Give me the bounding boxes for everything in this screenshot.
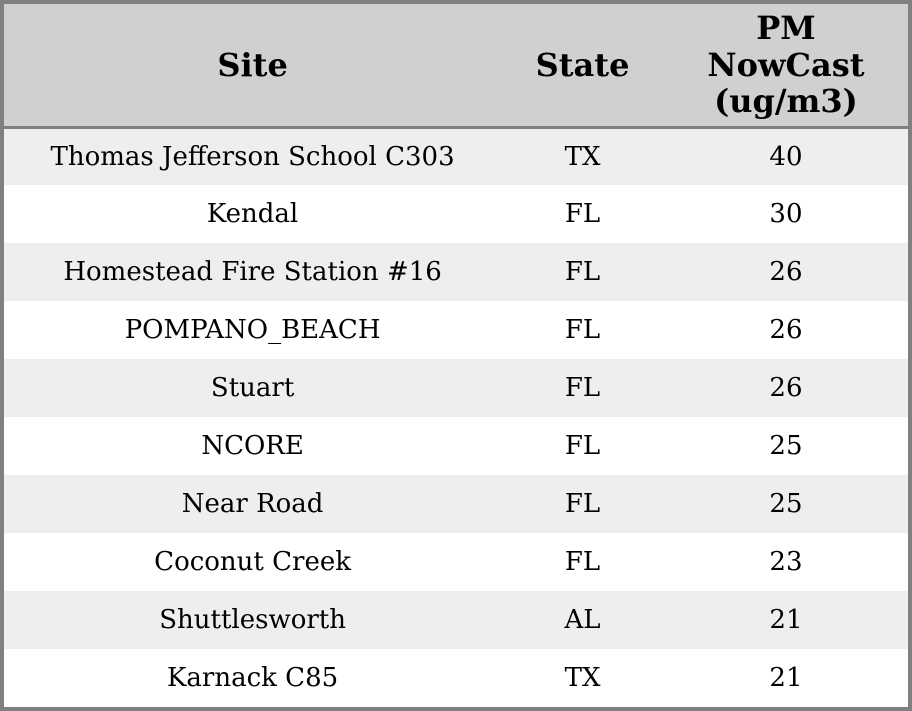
pm-nowcast-cell: 26 xyxy=(769,373,803,404)
pm-nowcast-cell: 30 xyxy=(769,199,803,230)
pm-nowcast-cell: 26 xyxy=(769,257,803,288)
column-header-state-label: State xyxy=(535,45,630,84)
table-row: NCORE FL 25 xyxy=(4,417,908,476)
pm-nowcast-cell: 21 xyxy=(769,604,803,635)
site-cell: Shuttlesworth xyxy=(159,604,346,635)
table-row: Homestead Fire Station #16 FL 26 xyxy=(4,243,908,302)
state-cell: TX xyxy=(564,662,601,693)
state-cell: FL xyxy=(564,315,601,346)
site-cell: Near Road xyxy=(181,489,324,520)
state-cell: FL xyxy=(564,547,601,578)
pm-nowcast-cell: 25 xyxy=(769,489,803,520)
site-cell: Kendal xyxy=(206,199,299,230)
site-cell: Stuart xyxy=(210,373,295,404)
table-row: Thomas Jefferson School C303 TX 40 xyxy=(4,127,908,186)
pm-nowcast-table: Site State PM NowCast (ug/m3) Thomas Jef… xyxy=(4,4,908,707)
pm-nowcast-cell: 25 xyxy=(769,431,803,462)
table-row: Kendal FL 30 xyxy=(4,185,908,244)
state-cell: TX xyxy=(564,142,601,173)
pm-nowcast-cell: 40 xyxy=(769,142,803,173)
header-row: Site State PM NowCast (ug/m3) xyxy=(4,4,908,129)
column-header-site-label: Site xyxy=(217,45,288,84)
site-cell: NCORE xyxy=(201,431,304,462)
table-row: Coconut Creek FL 23 xyxy=(4,533,908,591)
column-header-pm-nowcast-label: PM NowCast (ug/m3) xyxy=(707,8,865,121)
site-cell: POMPANO_BEACH xyxy=(124,315,381,346)
state-cell: FL xyxy=(564,373,601,404)
table-body: Thomas Jefferson School C303 TX 40 Kenda… xyxy=(4,127,908,707)
column-header-site: Site xyxy=(4,4,502,129)
table-header: Site State PM NowCast (ug/m3) xyxy=(4,4,908,129)
table-row: Shuttlesworth AL 21 xyxy=(4,591,908,649)
state-cell: FL xyxy=(564,257,601,288)
state-cell: AL xyxy=(564,604,601,635)
state-cell: FL xyxy=(564,489,601,520)
column-header-pm-nowcast: PM NowCast (ug/m3) xyxy=(663,4,908,129)
state-cell: FL xyxy=(564,431,601,462)
table-row: POMPANO_BEACH FL 26 xyxy=(4,301,908,360)
table-row: Near Road FL 25 xyxy=(4,475,908,534)
pm-nowcast-cell: 21 xyxy=(769,662,803,693)
pm-nowcast-cell: 26 xyxy=(769,315,803,346)
pm-nowcast-cell: 23 xyxy=(769,547,803,578)
site-cell: Coconut Creek xyxy=(154,547,351,578)
site-cell: Thomas Jefferson School C303 xyxy=(50,142,455,173)
state-cell: FL xyxy=(564,199,601,230)
site-cell: Homestead Fire Station #16 xyxy=(63,257,442,288)
table-row: Karnack C85 TX 21 xyxy=(4,648,908,707)
column-header-state: State xyxy=(501,4,664,129)
table-row: Stuart FL 26 xyxy=(4,359,908,418)
site-cell: Karnack C85 xyxy=(167,662,339,693)
